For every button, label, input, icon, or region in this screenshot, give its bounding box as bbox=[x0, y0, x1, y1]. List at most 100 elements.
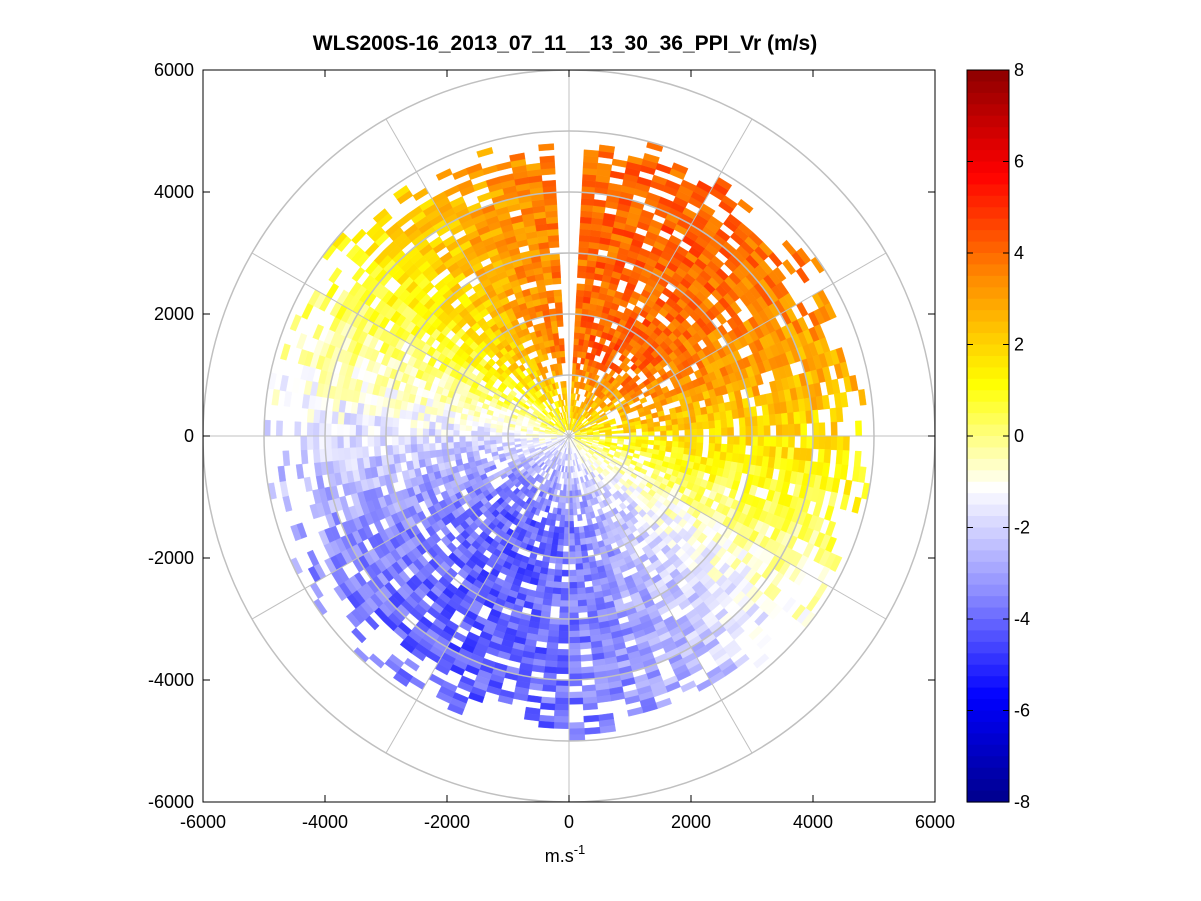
velocity-cell bbox=[540, 702, 556, 711]
velocity-cell bbox=[665, 445, 673, 453]
velocity-cell bbox=[355, 424, 363, 437]
velocity-cell bbox=[745, 426, 753, 437]
velocity-cell bbox=[714, 435, 722, 445]
velocity-cell bbox=[855, 420, 863, 437]
velocity-cell bbox=[536, 634, 549, 643]
velocity-cell bbox=[564, 466, 568, 473]
velocity-cell bbox=[559, 612, 570, 620]
velocity-cell bbox=[738, 444, 746, 455]
velocity-cell bbox=[291, 377, 301, 394]
colorbar-step bbox=[967, 413, 1009, 426]
colorbar-step bbox=[967, 321, 1009, 334]
velocity-cell bbox=[575, 569, 584, 577]
velocity-cell bbox=[582, 568, 592, 576]
velocity-cell bbox=[556, 320, 564, 328]
x-tick-label: 2000 bbox=[671, 812, 711, 832]
velocity-cell bbox=[554, 703, 570, 711]
velocity-cell bbox=[853, 450, 862, 467]
velocity-cell bbox=[568, 630, 580, 638]
velocity-cell bbox=[559, 350, 566, 358]
velocity-cell bbox=[471, 440, 479, 447]
velocity-cell bbox=[306, 435, 314, 450]
velocity-cell bbox=[800, 435, 808, 449]
velocity-cell bbox=[762, 414, 771, 427]
velocity-cell bbox=[434, 442, 442, 451]
colorbar-step bbox=[967, 115, 1009, 128]
colorbar-step bbox=[967, 481, 1009, 494]
velocity-cell bbox=[580, 666, 595, 674]
velocity-cell bbox=[571, 496, 577, 504]
velocity-cell bbox=[411, 451, 419, 462]
y-tick-label: 2000 bbox=[154, 304, 194, 324]
colorbar-step bbox=[967, 92, 1009, 105]
colorbar-step bbox=[967, 493, 1009, 506]
velocity-cell bbox=[714, 419, 722, 429]
x-tick-label: 6000 bbox=[915, 812, 955, 832]
velocity-cell bbox=[578, 623, 590, 632]
velocity-cell bbox=[538, 143, 555, 152]
velocity-cell bbox=[671, 418, 679, 426]
velocity-cell bbox=[564, 508, 570, 516]
colorbar-step bbox=[967, 619, 1009, 632]
velocity-cell bbox=[558, 338, 565, 346]
velocity-cell bbox=[331, 447, 339, 462]
velocity-cell bbox=[398, 444, 406, 455]
velocity-cell bbox=[568, 655, 582, 662]
velocity-cell bbox=[659, 440, 667, 447]
velocity-cell bbox=[671, 424, 679, 431]
velocity-cell bbox=[497, 695, 514, 705]
velocity-cell bbox=[550, 599, 561, 607]
velocity-cell bbox=[501, 435, 509, 440]
velocity-cell bbox=[556, 544, 564, 552]
velocity-cell bbox=[756, 415, 765, 427]
velocity-cell bbox=[568, 588, 578, 595]
velocity-cell bbox=[564, 514, 570, 522]
velocity-cell bbox=[544, 429, 552, 433]
velocity-cell bbox=[695, 414, 703, 423]
x-axis-label-base: m.s bbox=[545, 846, 574, 866]
velocity-cell bbox=[435, 449, 443, 458]
x-tick-label: -2000 bbox=[424, 812, 470, 832]
velocity-cell bbox=[568, 521, 575, 528]
velocity-cell bbox=[707, 450, 715, 460]
velocity-cell bbox=[553, 715, 570, 723]
velocity-cell bbox=[465, 445, 473, 453]
velocity-cell bbox=[641, 427, 649, 433]
velocity-cell bbox=[296, 333, 308, 350]
velocity-cell bbox=[545, 210, 558, 218]
velocity-cell bbox=[555, 691, 570, 699]
velocity-cell bbox=[501, 432, 509, 437]
velocity-cell bbox=[446, 435, 454, 443]
velocity-cell bbox=[306, 422, 314, 437]
colorbar-step bbox=[967, 561, 1009, 574]
velocity-cell bbox=[483, 435, 491, 441]
velocity-cell bbox=[547, 234, 560, 243]
velocity-cell bbox=[568, 642, 581, 650]
velocity-cell bbox=[562, 551, 570, 559]
velocity-cell bbox=[343, 435, 350, 449]
velocity-cell bbox=[465, 424, 473, 432]
velocity-cell bbox=[775, 413, 783, 426]
velocity-cell bbox=[578, 532, 586, 540]
y-tick-label: 0 bbox=[184, 426, 194, 446]
velocity-cell bbox=[309, 503, 320, 520]
velocity-cell bbox=[720, 443, 728, 453]
velocity-cell bbox=[629, 435, 637, 440]
colorbar-step bbox=[967, 790, 1009, 803]
velocity-cell bbox=[489, 435, 497, 441]
colorbar-step bbox=[967, 333, 1009, 346]
velocity-cell bbox=[781, 446, 789, 460]
velocity-cell bbox=[660, 435, 667, 442]
velocity-cell bbox=[548, 240, 560, 249]
velocity-cell bbox=[367, 414, 376, 427]
velocity-cell bbox=[793, 447, 801, 461]
velocity-cell bbox=[677, 441, 685, 449]
velocity-cell bbox=[580, 198, 595, 206]
velocity-cell bbox=[300, 421, 308, 437]
velocity-cell bbox=[545, 654, 558, 662]
velocity-cell bbox=[787, 447, 795, 460]
velocity-cell bbox=[557, 636, 570, 644]
velocity-cell bbox=[428, 428, 436, 437]
velocity-cell bbox=[434, 435, 442, 444]
velocity-cell bbox=[447, 703, 465, 716]
